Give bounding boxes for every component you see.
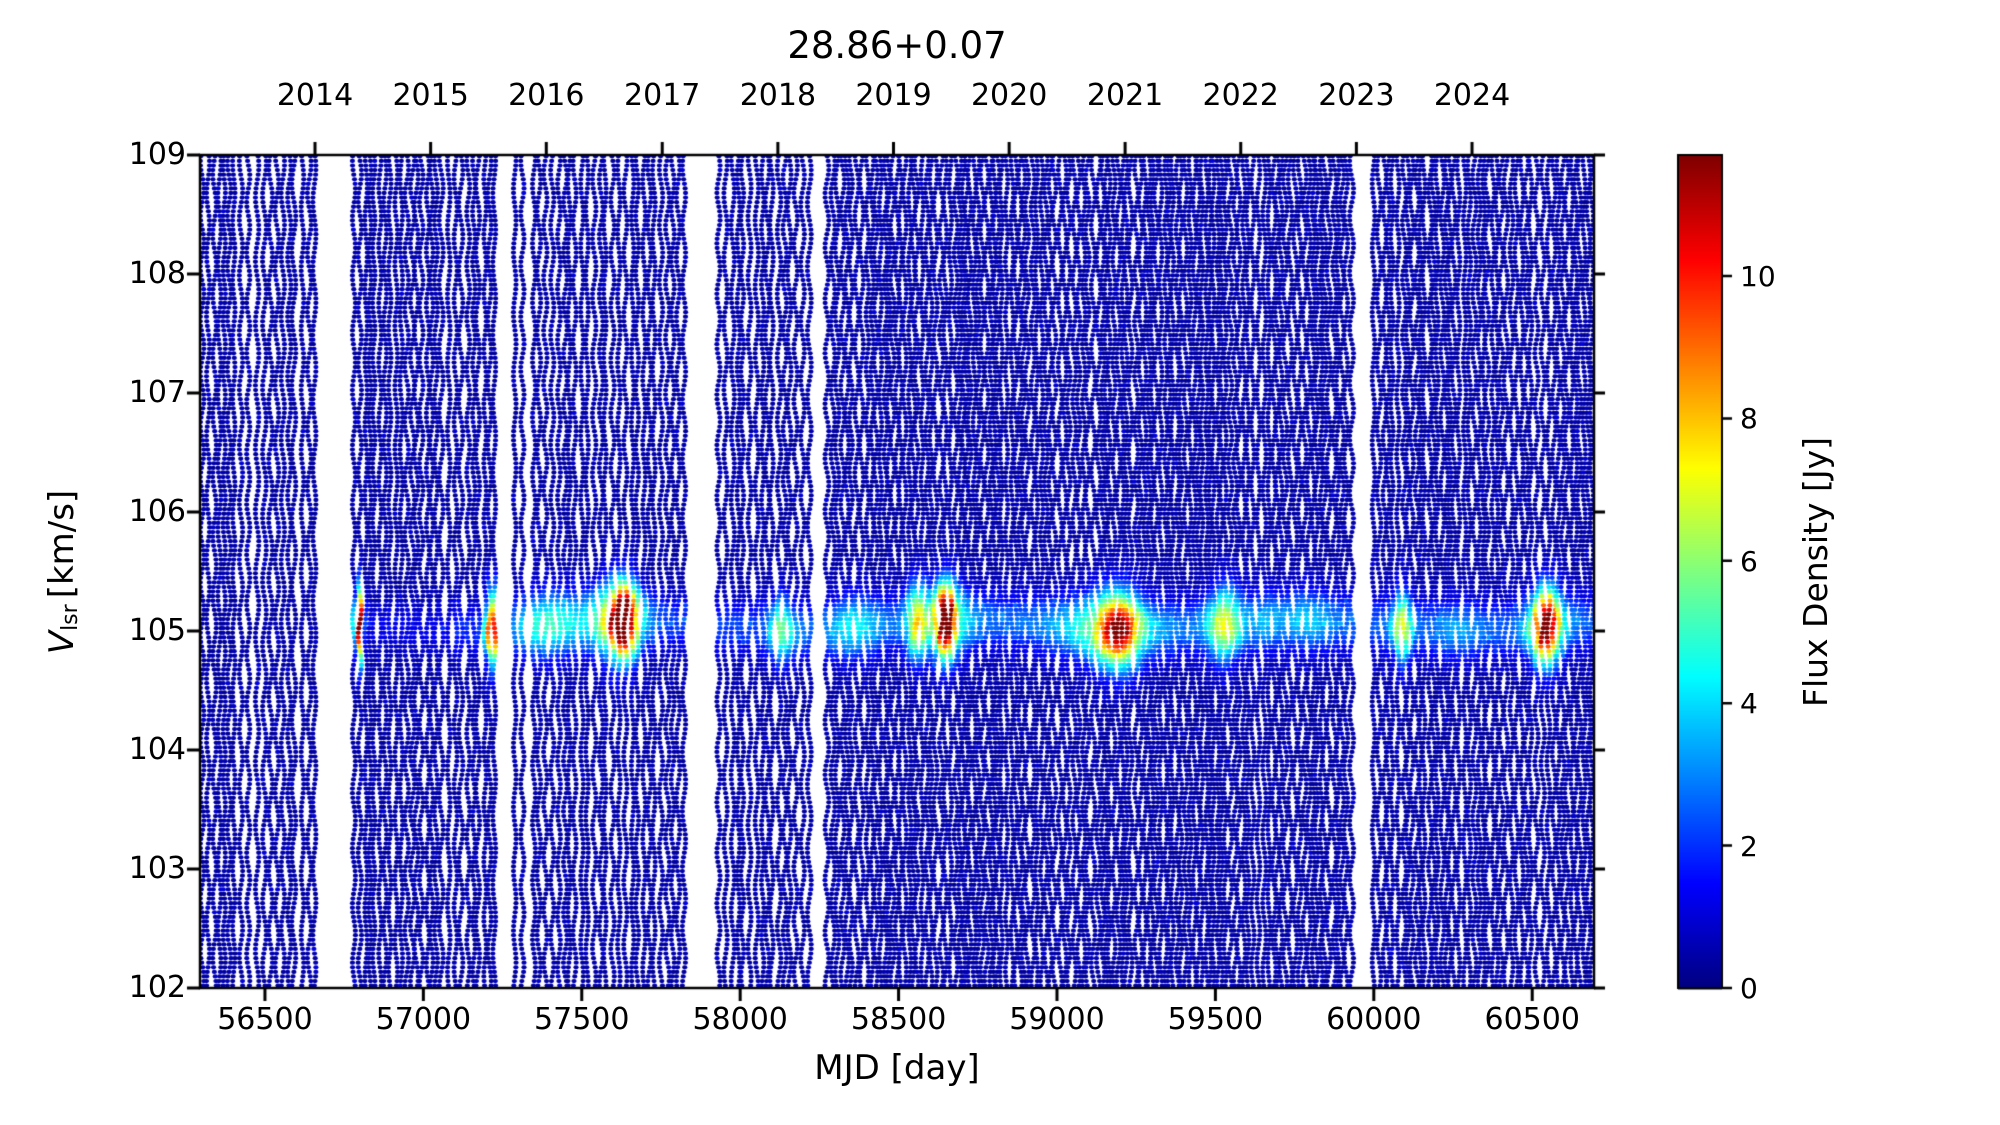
x-tick-label: 56500 <box>217 1002 313 1037</box>
x-tick-label: 59000 <box>1009 1002 1105 1037</box>
year-tick-label: 2023 <box>1318 78 1395 113</box>
colorbar-tick-label: 2 <box>1740 829 1758 863</box>
colorbar-tick-label: 4 <box>1740 687 1758 721</box>
plot-title: 28.86+0.07 <box>787 24 1007 67</box>
x-tick-label: 60500 <box>1484 1002 1580 1037</box>
year-tick-label: 2014 <box>276 78 354 113</box>
x-tick-label: 58000 <box>692 1002 788 1037</box>
x-tick-label: 57500 <box>534 1002 630 1037</box>
year-tick-label: 2019 <box>855 78 932 113</box>
year-tick-label: 2021 <box>1086 78 1164 113</box>
y-tick-label: 103 <box>128 851 186 886</box>
x-axis-label: MJD [day] <box>814 1048 980 1088</box>
y-tick-label: 106 <box>128 494 186 529</box>
y-tick-label: 107 <box>128 375 186 410</box>
colorbar-tick-label: 10 <box>1740 260 1776 294</box>
year-tick-label: 2020 <box>970 78 1048 113</box>
year-tick-label: 2016 <box>508 78 585 113</box>
y-tick-label: 105 <box>128 613 186 648</box>
x-tick-label: 59500 <box>1167 1002 1264 1037</box>
year-tick-label: 2015 <box>392 78 469 113</box>
y-tick-label: 108 <box>128 256 186 291</box>
colorbar-tick-label: 6 <box>1740 544 1758 578</box>
x-tick-label: 58500 <box>850 1002 947 1037</box>
year-tick-label: 2017 <box>624 78 701 113</box>
y-tick-label: 102 <box>128 970 186 1005</box>
x-tick-label: 60000 <box>1326 1002 1422 1037</box>
year-tick-label: 2018 <box>739 78 817 113</box>
colorbar-tick-label: 0 <box>1740 972 1758 1005</box>
colorbar-tick-label: 8 <box>1740 402 1758 436</box>
y-tick-label: 104 <box>128 732 186 767</box>
x-tick-label: 57000 <box>375 1002 472 1037</box>
year-tick-label: 2024 <box>1433 78 1511 113</box>
y-tick-label: 109 <box>128 137 186 172</box>
year-tick-label: 2022 <box>1202 78 1279 113</box>
